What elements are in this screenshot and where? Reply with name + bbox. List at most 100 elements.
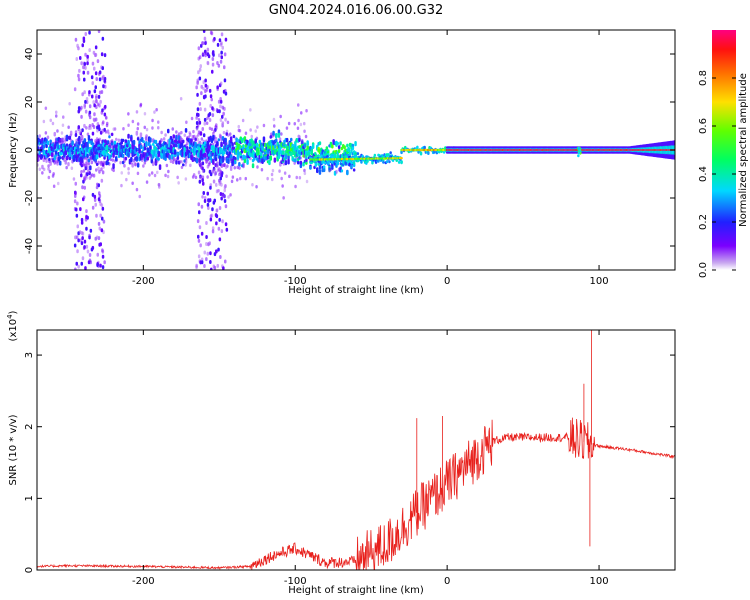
heatmap-cell bbox=[208, 112, 212, 116]
heatmap-cell bbox=[81, 185, 84, 190]
heatmap-cell bbox=[225, 129, 229, 134]
heatmap-cell bbox=[303, 143, 307, 148]
heatmap-cell bbox=[194, 137, 197, 141]
heatmap-cell bbox=[279, 114, 282, 119]
heatmap-cell bbox=[219, 97, 222, 101]
heatmap-cell bbox=[219, 104, 222, 109]
heatmap-cell bbox=[184, 158, 188, 164]
heatmap-cell bbox=[61, 123, 65, 127]
heatmap-cell bbox=[67, 162, 70, 167]
heatmap-cell bbox=[135, 110, 139, 114]
heatmap-cell bbox=[310, 161, 313, 165]
heatmap-cell bbox=[77, 46, 80, 51]
heatmap-cell bbox=[95, 168, 98, 172]
heatmap-cell bbox=[203, 117, 207, 122]
heatmap-cell bbox=[135, 157, 139, 161]
heatmap-cell bbox=[201, 41, 204, 46]
heatmap-cell bbox=[94, 71, 98, 76]
snr-x-ticks: -200 -100 0 100 bbox=[132, 330, 609, 587]
heatmap-cell bbox=[223, 52, 227, 57]
heatmap-cell bbox=[127, 123, 130, 127]
heatmap-cell bbox=[278, 169, 281, 173]
heatmap-cell bbox=[142, 164, 145, 168]
heatmap-cell bbox=[77, 73, 80, 78]
heatmap-cell bbox=[241, 118, 245, 123]
heatmap-cell bbox=[123, 163, 126, 168]
heatmap-cell bbox=[160, 138, 163, 143]
heatmap-cell bbox=[59, 160, 62, 166]
heatmap-cell bbox=[173, 149, 177, 155]
heatmap-cell bbox=[206, 85, 209, 89]
heatmap-cell bbox=[198, 67, 202, 72]
heatmap-cell bbox=[225, 227, 229, 232]
heatmap-cell bbox=[208, 126, 212, 131]
heatmap-cell bbox=[136, 171, 140, 176]
heatmap-cell bbox=[237, 124, 240, 129]
heatmap-cell bbox=[151, 126, 154, 130]
heatmap-cell bbox=[121, 153, 125, 159]
heatmap-cell bbox=[340, 169, 344, 173]
heatmap-cell bbox=[214, 136, 218, 140]
heatmap-cell bbox=[287, 121, 291, 126]
heatmap-cell bbox=[83, 90, 86, 95]
heatmap-cell bbox=[79, 207, 82, 212]
heatmap-cell bbox=[80, 217, 84, 222]
heatmap-cell bbox=[269, 155, 272, 161]
heatmap-cell bbox=[204, 41, 207, 46]
heatmap-cell bbox=[193, 152, 196, 156]
heatmap-cell bbox=[55, 110, 58, 114]
heatmap-cell bbox=[238, 166, 241, 170]
heatmap-cell bbox=[152, 142, 155, 146]
heatmap-cell bbox=[101, 66, 104, 71]
heatmap-cell bbox=[76, 201, 79, 206]
heatmap-cell bbox=[198, 120, 202, 125]
tick-label: -200 bbox=[132, 276, 155, 287]
heatmap-cell bbox=[211, 62, 215, 67]
heatmap-cell bbox=[339, 141, 342, 146]
heatmap-cell bbox=[96, 182, 99, 187]
colorbar-tick-label: 0.2 bbox=[698, 214, 709, 230]
heatmap-cell bbox=[305, 158, 308, 162]
heatmap-cell bbox=[335, 169, 338, 174]
heatmap-cell bbox=[318, 169, 322, 175]
heatmap-cell bbox=[41, 171, 44, 175]
heatmap-cell bbox=[90, 75, 94, 80]
heatmap-cell bbox=[94, 52, 98, 57]
heatmap-cell bbox=[202, 181, 205, 186]
heatmap-cell bbox=[303, 168, 306, 173]
tick-label: 0 bbox=[24, 147, 35, 153]
heatmap-cell bbox=[184, 163, 187, 167]
heatmap-cell bbox=[205, 121, 209, 125]
heatmap-cell bbox=[180, 130, 183, 135]
heatmap-cell bbox=[202, 86, 205, 91]
heatmap-cell bbox=[109, 154, 113, 158]
heatmap-cell bbox=[221, 156, 225, 162]
colorbar-gradient bbox=[712, 30, 736, 270]
heatmap-cell bbox=[143, 125, 146, 130]
heatmap-cell bbox=[243, 155, 247, 160]
heatmap-cell bbox=[102, 219, 106, 224]
heatmap-cell bbox=[209, 214, 213, 219]
heatmap-cell bbox=[134, 162, 137, 167]
heatmap-cell bbox=[191, 175, 195, 179]
heatmap-cell bbox=[91, 131, 95, 136]
heatmap-cell bbox=[130, 136, 133, 142]
heatmap-cell bbox=[273, 124, 276, 128]
heatmap-cell bbox=[125, 177, 128, 182]
heatmap-cell bbox=[205, 221, 208, 225]
heatmap-cell bbox=[89, 228, 93, 233]
heatmap-cell bbox=[233, 166, 236, 170]
heatmap-cell bbox=[350, 161, 353, 165]
heatmap-cell bbox=[49, 139, 52, 144]
heatmap-cell bbox=[318, 161, 322, 164]
heatmap-cell bbox=[55, 114, 58, 118]
heatmap-cell bbox=[272, 130, 275, 136]
heatmap-cell bbox=[101, 249, 105, 254]
heatmap-cell bbox=[346, 153, 350, 157]
heatmap-cell bbox=[198, 55, 202, 60]
heatmap-cell bbox=[373, 153, 377, 157]
heatmap-cell bbox=[48, 157, 51, 162]
heatmap-cell bbox=[91, 81, 94, 86]
heatmap-cell bbox=[87, 162, 91, 166]
heatmap-cell bbox=[86, 249, 90, 254]
